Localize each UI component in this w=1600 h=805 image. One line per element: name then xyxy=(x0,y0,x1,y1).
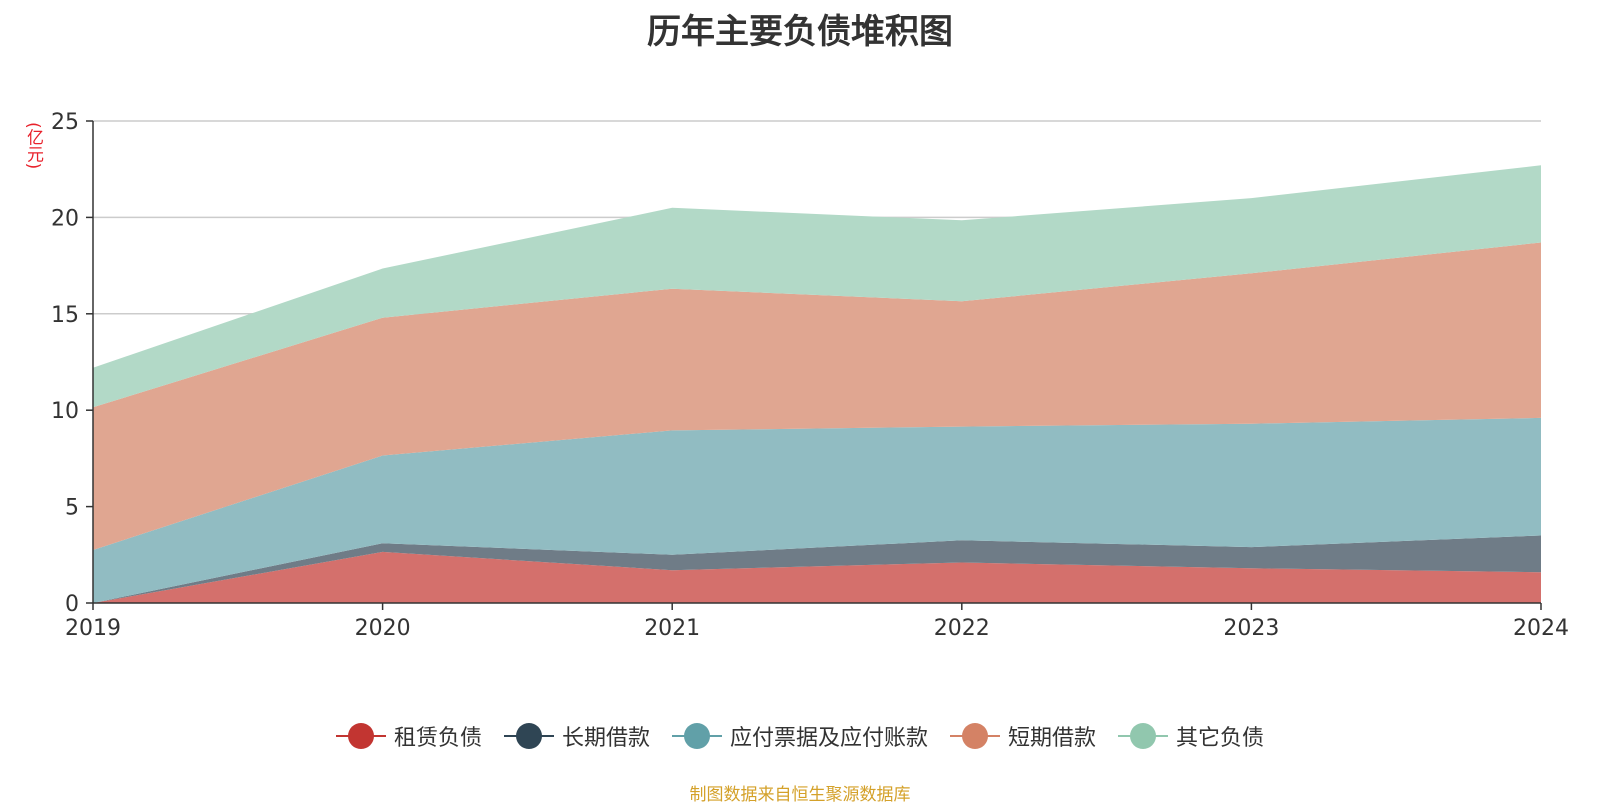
legend-label: 其它负债 xyxy=(1176,726,1265,751)
legend-label: 短期借款 xyxy=(1008,726,1097,751)
y-tick-label: 5 xyxy=(65,496,79,521)
legend-swatch-icon xyxy=(950,723,1000,749)
y-tick-label: 25 xyxy=(51,110,79,135)
data-source-note: 制图数据来自恒生聚源数据库 xyxy=(689,785,911,805)
legend-item[interactable]: 短期借款 xyxy=(950,720,1096,752)
x-tick-label: 2023 xyxy=(1223,616,1279,641)
x-tick-label: 2024 xyxy=(1513,616,1569,641)
chart-plot-area: 0 5 10 15 20 25 2019 2020 2021 2022 2023 2024 xyxy=(51,110,1569,641)
chart-legend: 租赁负债 长期借款 应付票据及应付账款 短期借款 其它负债 xyxy=(0,720,1600,752)
x-tick-label: 2021 xyxy=(644,616,700,641)
legend-swatch-icon xyxy=(503,723,554,749)
area-series-2 xyxy=(93,535,1541,603)
y-tick-label: 20 xyxy=(51,206,79,231)
x-tick-label: 2019 xyxy=(65,616,121,641)
legend-swatch-icon xyxy=(671,723,722,749)
area-series-3 xyxy=(93,417,1541,603)
legend-item[interactable]: 长期借款 xyxy=(503,720,650,752)
area-series-5 xyxy=(93,165,1541,408)
y-tick-label: 10 xyxy=(51,399,79,424)
y-tick-label: 0 xyxy=(65,592,79,617)
x-tick-label: 2022 xyxy=(934,616,990,641)
y-tick-label: 15 xyxy=(51,303,79,328)
legend-swatch-icon xyxy=(335,723,386,749)
chart-title: 历年主要负债堆积图 xyxy=(647,12,953,52)
legend-item[interactable]: 应付票据及应付账款 xyxy=(671,720,928,752)
legend-swatch-icon xyxy=(1118,723,1169,749)
legend-item[interactable]: 租赁负债 xyxy=(335,720,482,752)
area-series-1 xyxy=(93,551,1541,603)
legend-label: 长期借款 xyxy=(561,726,650,751)
legend-label: 租赁负债 xyxy=(393,726,482,751)
y-axis-unit-label: (亿元) xyxy=(23,122,43,170)
x-tick-label: 2020 xyxy=(355,616,411,641)
legend-label: 应付票据及应付账款 xyxy=(729,726,928,751)
area-series-4 xyxy=(93,242,1541,550)
legend-item[interactable]: 其它负债 xyxy=(1118,720,1264,752)
